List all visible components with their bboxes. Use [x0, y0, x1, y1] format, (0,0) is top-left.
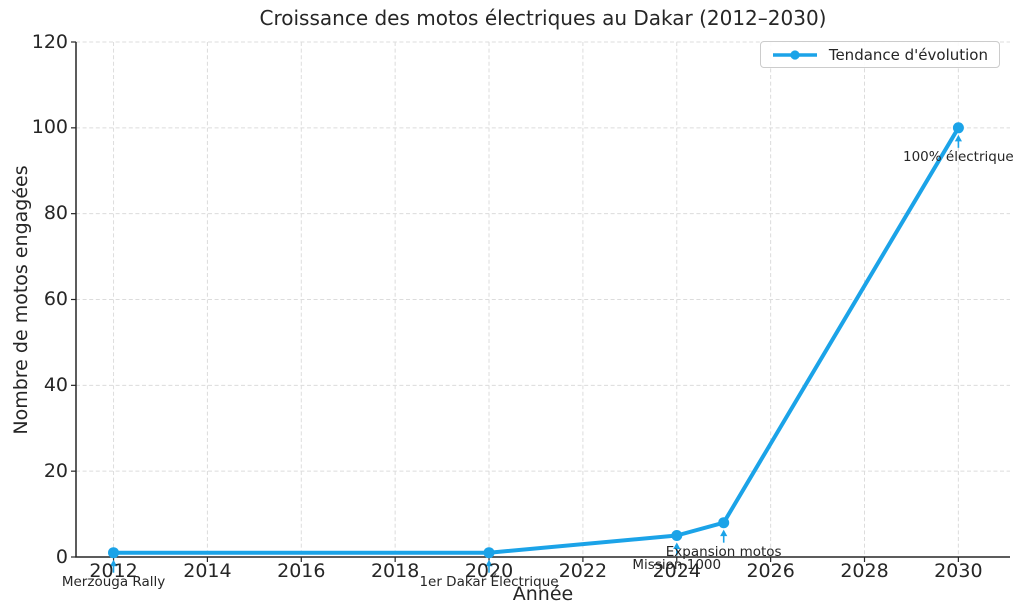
chart-title: Croissance des motos électriques au Daka… [259, 6, 827, 30]
x-tick-label: 2022 [558, 560, 608, 582]
x-tick-label: 2012 [89, 560, 138, 582]
annotation-label: Mission 1000 [632, 556, 722, 573]
y-tick-label: 120 [31, 30, 68, 53]
annotation-label: 100% électrique [903, 148, 1014, 165]
x-tick-label: 2018 [370, 560, 420, 582]
x-tick-label: 2026 [746, 560, 795, 582]
legend: Tendance d'évolution [759, 41, 1000, 68]
legend-label: Tendance d'évolution [828, 45, 988, 64]
x-tick-label: 2014 [183, 560, 232, 582]
x-tick-label: 2028 [840, 560, 889, 582]
x-tick-label: 2016 [277, 560, 326, 582]
annotation-label: Merzouga Rally [61, 573, 166, 590]
y-tick-label: 0 [55, 545, 68, 568]
x-tick-label: 2030 [934, 560, 983, 582]
x-tick-label: 2024 [652, 560, 701, 582]
y-tick-label: 80 [43, 202, 68, 225]
annotation-label: 1er Dakar Électrique [419, 573, 559, 590]
y-tick-label: 40 [43, 373, 68, 396]
legend-line-sample-icon [772, 49, 817, 60]
annotation-label: Expansion motos [665, 543, 782, 560]
y-tick-label: 60 [43, 288, 68, 310]
y-tick-label: 20 [43, 459, 68, 482]
x-axis-label: Année [512, 583, 574, 605]
x-tick-label: 2020 [464, 560, 514, 582]
y-tick-label: 100 [31, 116, 68, 139]
